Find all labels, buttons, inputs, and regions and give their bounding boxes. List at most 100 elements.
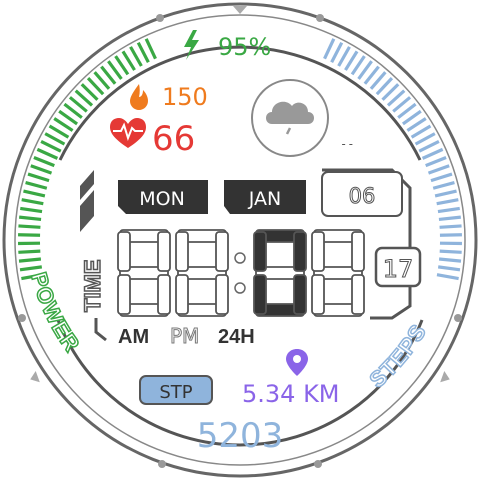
power-tick bbox=[63, 102, 83, 119]
minute-digit-1-segment-f bbox=[253, 231, 267, 272]
steps-tick bbox=[344, 50, 359, 71]
power-tick bbox=[93, 71, 111, 90]
steps-tick bbox=[350, 55, 366, 76]
minute-digit-2-segment-b bbox=[351, 231, 365, 272]
colon-dot-top bbox=[234, 252, 246, 264]
day-box bbox=[321, 171, 403, 217]
steps-value: 5203 bbox=[197, 416, 284, 456]
seconds-box: 17 bbox=[374, 246, 422, 288]
power-tick bbox=[121, 50, 136, 71]
marker-left bbox=[30, 370, 40, 383]
weather-temperature: -- bbox=[340, 137, 354, 151]
power-tick bbox=[19, 265, 43, 272]
power-tick bbox=[27, 172, 50, 183]
month-text: JAN bbox=[248, 188, 281, 210]
battery-value: 95% bbox=[218, 33, 271, 61]
steps-tick bbox=[414, 132, 436, 146]
power-tick bbox=[100, 65, 117, 85]
minute-digit-2-segment-f bbox=[311, 231, 325, 272]
hour-digit-1-segment-b bbox=[157, 231, 171, 272]
steps-tick bbox=[337, 46, 351, 67]
bezel-dot bbox=[454, 314, 462, 322]
marker-top bbox=[233, 6, 247, 14]
power-tick bbox=[21, 198, 44, 206]
hour-digit-2-segment-c bbox=[215, 274, 229, 315]
steps-badge bbox=[139, 375, 213, 405]
power-tick bbox=[25, 180, 48, 190]
steps-tick bbox=[439, 224, 462, 229]
steps-tick bbox=[438, 257, 462, 263]
steps-badge-text: STP bbox=[159, 382, 192, 403]
steps-tick bbox=[369, 71, 387, 90]
steps-tick bbox=[323, 38, 336, 60]
marker-right bbox=[440, 370, 450, 383]
inner-bezel-ring bbox=[14, 14, 466, 466]
heart-rate-value: 66 bbox=[152, 119, 195, 159]
power-tick bbox=[18, 233, 41, 237]
colon-dot-bottom bbox=[234, 282, 246, 294]
time-label: TIME bbox=[80, 259, 105, 312]
heart-pulse-icon bbox=[110, 118, 146, 148]
minute-digit-1-segment-e bbox=[253, 274, 267, 315]
calories-indicator: 150 bbox=[130, 83, 208, 111]
steps-tick bbox=[439, 233, 462, 237]
bezel-dot bbox=[316, 14, 324, 22]
minute-digit-1-segment-g bbox=[255, 266, 305, 280]
steps-tick bbox=[386, 89, 406, 107]
power-tick bbox=[107, 60, 123, 80]
power-tick bbox=[23, 189, 46, 198]
day-text: 06 bbox=[349, 184, 376, 208]
bezel-dot bbox=[158, 460, 166, 468]
seconds-value: 17 bbox=[383, 255, 414, 283]
hour-digit-2-segment-g bbox=[177, 266, 227, 280]
power-tick bbox=[144, 38, 157, 60]
heart-rate-indicator: 66 bbox=[110, 118, 195, 159]
steps-tick bbox=[401, 109, 422, 126]
steps-tick bbox=[434, 189, 457, 198]
power-tick bbox=[80, 83, 99, 101]
hour-digit-1-segment-e bbox=[117, 274, 131, 315]
power-tick bbox=[58, 109, 79, 126]
power-tick bbox=[68, 96, 88, 113]
steps-tick bbox=[406, 117, 427, 132]
steps-tick bbox=[436, 273, 459, 281]
battery-indicator: 95% bbox=[184, 30, 271, 61]
bezel-dot bbox=[156, 14, 164, 22]
power-tick bbox=[18, 224, 41, 229]
inner-frame-top bbox=[58, 45, 422, 161]
24h-indicator: 24H bbox=[218, 326, 255, 348]
weather-widget[interactable]: -- bbox=[251, 79, 354, 157]
steps-tick bbox=[421, 147, 444, 160]
power-tick bbox=[19, 215, 42, 222]
power-ring bbox=[18, 38, 157, 281]
power-tick bbox=[114, 55, 130, 76]
hour-digit-1-segment-f bbox=[117, 231, 131, 272]
steps-tick bbox=[430, 172, 453, 183]
weekday-box bbox=[118, 180, 208, 214]
month-box bbox=[224, 180, 306, 214]
power-tick bbox=[74, 89, 94, 107]
pm-indicator: PM bbox=[170, 324, 199, 348]
hour-digit-1-segment-c bbox=[157, 274, 171, 315]
am-indicator: AM bbox=[118, 326, 149, 348]
steps-tick bbox=[410, 124, 432, 139]
steps-tick bbox=[437, 206, 460, 214]
power-tick bbox=[86, 77, 105, 96]
minute-digit-1-segment-c bbox=[293, 274, 307, 315]
steps-tick bbox=[357, 60, 373, 80]
steps-tick bbox=[381, 83, 400, 101]
power-tick bbox=[53, 117, 74, 132]
power-tick bbox=[36, 147, 59, 160]
steps-tick bbox=[438, 215, 461, 222]
steps-ring bbox=[323, 38, 462, 281]
weekday-text: MON bbox=[139, 188, 185, 210]
steps-tick bbox=[418, 139, 440, 153]
power-tick bbox=[33, 156, 55, 168]
steps-indicator: STP 5203 bbox=[139, 375, 284, 456]
hour-digit-2-segment-f bbox=[175, 231, 189, 272]
steps-tick bbox=[432, 180, 455, 190]
power-tick bbox=[48, 124, 70, 139]
power-tick bbox=[136, 41, 150, 63]
